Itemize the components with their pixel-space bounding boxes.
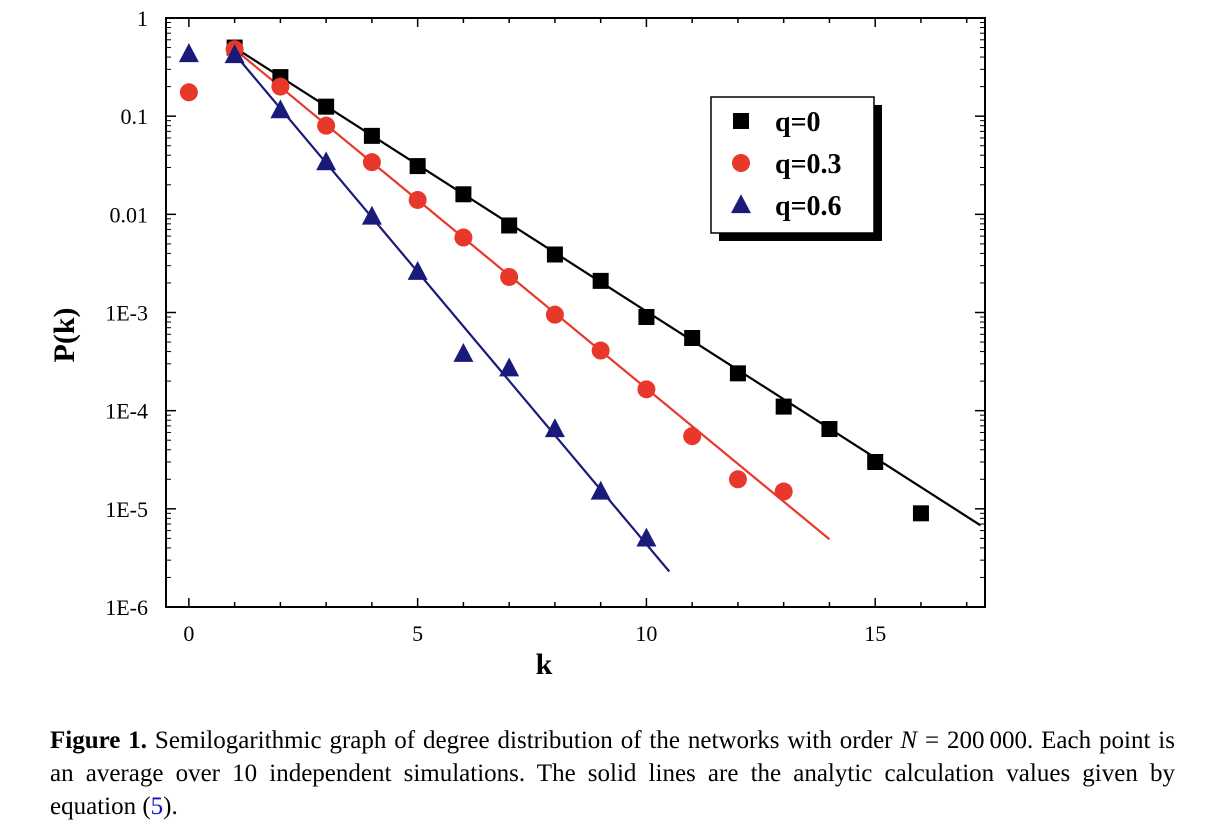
- legend-label: q=0: [775, 107, 821, 138]
- fit-line: [233, 48, 831, 541]
- x-tick-label: 0: [183, 621, 194, 646]
- data-point: [775, 398, 792, 415]
- x-axis-title: k: [536, 648, 553, 681]
- y-tick-label: 1E-3: [105, 301, 148, 326]
- data-point: [546, 246, 563, 263]
- plot-frame: 0 5 10 15 1 0.1 0.01 1E-3 1E-4 1E-5 1E-6: [105, 6, 986, 646]
- x-tick-label: 5: [412, 621, 423, 646]
- data-point: [271, 77, 290, 96]
- legend-label: q=0.3: [775, 149, 842, 180]
- legend: q=0 q=0.3 q=0.6: [710, 96, 882, 241]
- caption-label: Figure 1.: [50, 727, 148, 754]
- data-point: [224, 44, 245, 64]
- data-point: [912, 505, 929, 522]
- data-point: [455, 186, 472, 203]
- y-tick-label: 1E-6: [105, 595, 148, 620]
- data-point: [867, 453, 884, 470]
- data-point: [409, 158, 426, 175]
- data-point: [729, 365, 746, 382]
- data-point: [317, 116, 336, 135]
- data-point: [178, 43, 199, 63]
- equation-reference-link[interactable]: 5: [150, 793, 164, 820]
- data-point: [591, 341, 610, 360]
- figure-caption: Figure 1. Semilogarithmic graph of degre…: [50, 724, 1175, 823]
- fit-line: [233, 53, 671, 573]
- y-tick-label: 0.1: [121, 104, 149, 129]
- data-point: [636, 527, 657, 547]
- y-tick-label: 1: [137, 6, 148, 31]
- data-point: [821, 421, 838, 438]
- caption-math-var: N: [900, 727, 918, 754]
- data-point: [545, 305, 564, 324]
- y-tick-label: 1E-4: [105, 399, 148, 424]
- caption-text-3: ).: [163, 793, 178, 820]
- caption-text-2: = 200 000. Each point is an average over…: [50, 727, 1175, 820]
- data-point: [500, 267, 519, 286]
- data-point: [728, 470, 747, 489]
- data-point: [361, 205, 382, 225]
- y-axis-title: P(k): [48, 308, 81, 363]
- data-point: [270, 99, 291, 119]
- data-point: [683, 427, 702, 446]
- data-point: [362, 153, 381, 172]
- legend-marker: [732, 154, 750, 172]
- x-tick-label: 10: [635, 621, 657, 646]
- data-point: [592, 272, 609, 289]
- data-point: [318, 98, 335, 115]
- data-point: [499, 357, 520, 377]
- legend-label: q=0.6: [775, 191, 842, 222]
- data-point: [453, 342, 474, 362]
- caption-text-1: Semilogarithmic graph of degree distribu…: [147, 727, 901, 754]
- y-tick-label: 1E-5: [105, 497, 148, 522]
- data-point: [408, 190, 427, 209]
- data-point: [179, 83, 198, 102]
- y-tick-label: 0.01: [110, 202, 149, 227]
- data-point: [501, 217, 518, 234]
- data-point: [316, 151, 337, 171]
- legend-marker: [733, 113, 749, 129]
- data-point: [684, 329, 701, 346]
- data-point: [544, 418, 565, 438]
- data-point: [363, 127, 380, 144]
- data-point: [454, 228, 473, 247]
- data-point: [638, 308, 655, 325]
- data-point: [590, 480, 611, 500]
- data-point: [407, 260, 428, 280]
- x-tick-label: 15: [864, 621, 886, 646]
- data-points: [178, 39, 929, 547]
- data-point: [774, 482, 793, 501]
- data-point: [637, 380, 656, 399]
- legend-marker: [731, 194, 751, 214]
